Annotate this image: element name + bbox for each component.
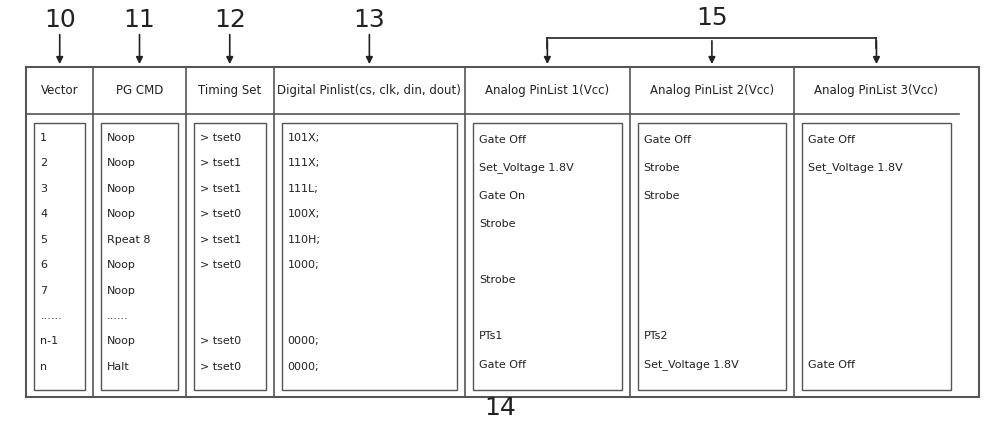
Text: Analog PinList 3(Vcc): Analog PinList 3(Vcc) (814, 84, 938, 97)
Bar (473, 123, 622, 390)
Text: 6: 6 (40, 260, 47, 270)
Text: 3: 3 (40, 184, 47, 194)
Text: n-1: n-1 (40, 337, 58, 346)
Text: Analog PinList 2(Vcc): Analog PinList 2(Vcc) (650, 84, 774, 97)
Text: 15: 15 (696, 6, 728, 30)
Bar (34, 123, 85, 390)
Text: > tset0: > tset0 (200, 209, 241, 219)
Text: Analog PinList 1(Vcc): Analog PinList 1(Vcc) (485, 84, 609, 97)
Text: Strobe: Strobe (479, 275, 516, 285)
Text: > tset1: > tset1 (200, 184, 241, 194)
Text: > tset0: > tset0 (200, 133, 241, 143)
Bar (26, 67, 979, 397)
Text: 14: 14 (484, 396, 516, 420)
Bar (194, 123, 266, 390)
Text: > tset0: > tset0 (200, 362, 241, 372)
Text: Gate Off: Gate Off (479, 134, 526, 145)
Text: Digital Pinlist(cs, clk, din, dout): Digital Pinlist(cs, clk, din, dout) (277, 84, 461, 97)
Text: 0000;: 0000; (288, 337, 319, 346)
Text: 110H;: 110H; (288, 235, 321, 245)
Text: Gate On: Gate On (479, 191, 525, 201)
Text: Set_Voltage 1.8V: Set_Voltage 1.8V (644, 359, 738, 370)
Text: PG CMD: PG CMD (116, 84, 163, 97)
Text: Noop: Noop (107, 286, 136, 296)
Text: Timing Set: Timing Set (198, 84, 261, 97)
Text: Noop: Noop (107, 260, 136, 270)
Text: > tset0: > tset0 (200, 260, 241, 270)
Bar (282, 123, 457, 390)
Text: 2: 2 (40, 158, 47, 168)
Text: 10: 10 (44, 8, 76, 32)
Text: Rpeat 8: Rpeat 8 (107, 235, 151, 245)
Bar (101, 123, 178, 390)
Text: Strobe: Strobe (644, 163, 680, 173)
Text: Noop: Noop (107, 158, 136, 168)
Text: > tset1: > tset1 (200, 158, 241, 168)
Text: Vector: Vector (41, 84, 79, 97)
Bar (638, 123, 786, 390)
Text: 11: 11 (124, 8, 155, 32)
Text: PTs1: PTs1 (479, 332, 503, 341)
Text: Gate Off: Gate Off (479, 360, 526, 369)
Text: Halt: Halt (107, 362, 130, 372)
Text: > tset0: > tset0 (200, 337, 241, 346)
Bar (802, 123, 951, 390)
Text: 111X;: 111X; (288, 158, 320, 168)
Text: 5: 5 (40, 235, 47, 245)
Text: PTs2: PTs2 (644, 332, 668, 341)
Text: Set_Voltage 1.8V: Set_Voltage 1.8V (479, 162, 574, 173)
Text: 12: 12 (214, 8, 246, 32)
Text: ......: ...... (40, 311, 62, 321)
Text: Noop: Noop (107, 337, 136, 346)
Text: Strobe: Strobe (479, 219, 516, 229)
Text: 111L;: 111L; (288, 184, 318, 194)
Text: ......: ...... (107, 311, 129, 321)
Text: 101X;: 101X; (288, 133, 320, 143)
Text: 0000;: 0000; (288, 362, 319, 372)
Text: Strobe: Strobe (644, 191, 680, 201)
Text: Gate Off: Gate Off (644, 134, 691, 145)
Text: Noop: Noop (107, 133, 136, 143)
Text: Gate Off: Gate Off (808, 134, 855, 145)
Text: 1000;: 1000; (288, 260, 319, 270)
Text: 1: 1 (40, 133, 47, 143)
Text: 13: 13 (353, 8, 385, 32)
Text: 7: 7 (40, 286, 47, 296)
Text: 100X;: 100X; (288, 209, 320, 219)
Text: Noop: Noop (107, 209, 136, 219)
Text: > tset1: > tset1 (200, 235, 241, 245)
Text: n: n (40, 362, 47, 372)
Text: Gate Off: Gate Off (808, 360, 855, 369)
Text: Noop: Noop (107, 184, 136, 194)
Text: Set_Voltage 1.8V: Set_Voltage 1.8V (808, 162, 903, 173)
Text: 4: 4 (40, 209, 47, 219)
